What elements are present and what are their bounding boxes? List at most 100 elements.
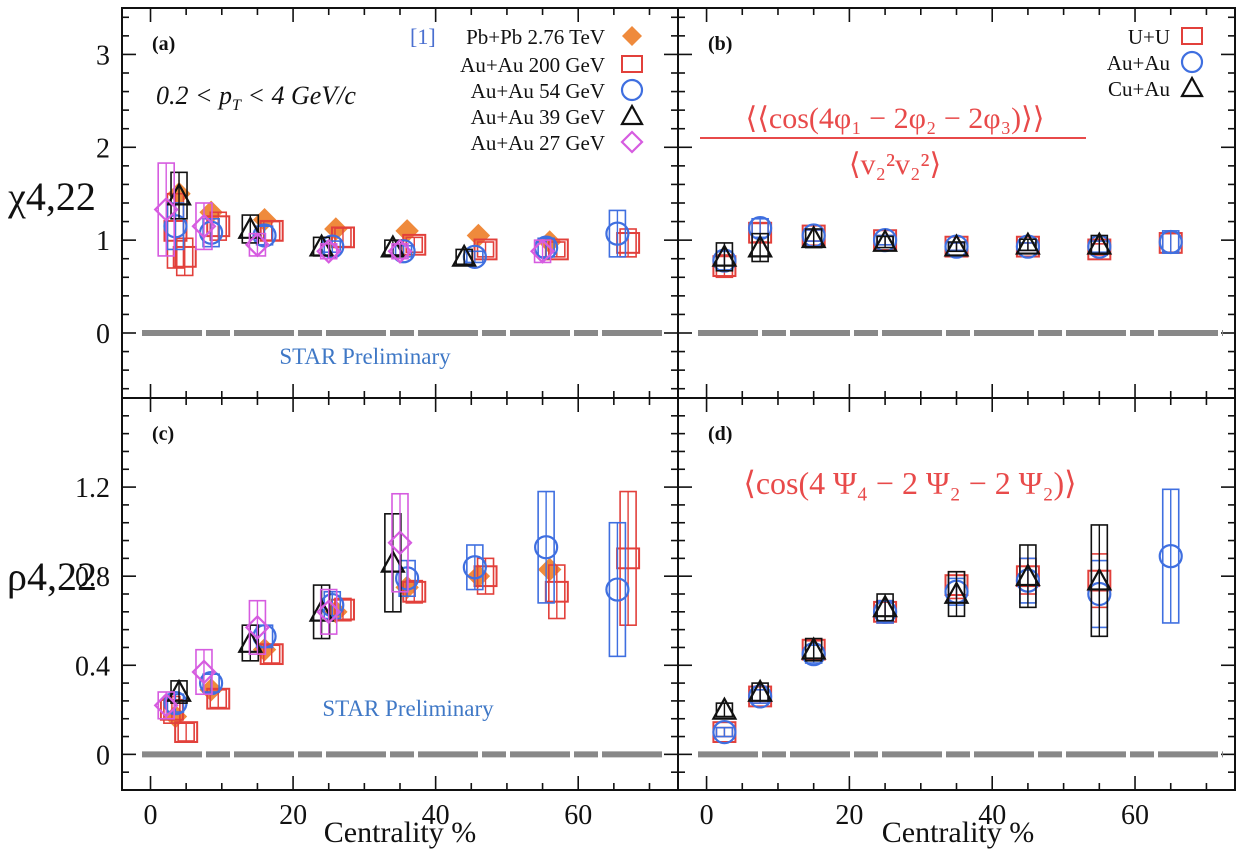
legend-marker (622, 26, 642, 46)
marker-diamond (191, 213, 217, 239)
y-tick-label: 0.4 (75, 651, 110, 682)
marker-triangle (943, 580, 970, 604)
marker-circle (605, 577, 630, 602)
formula-numerator: ⟨⟨cos(4φ₁ − 2φ₂ − 2φ₃)⟩⟩ (746, 102, 1045, 135)
star-preliminary-bottom: STAR Preliminary (322, 696, 494, 721)
panels-layer: 0 1 2 3 (a) (b) 0 0.4 0.8 1.2 0 20 40 60 (c) 0 20 40 60 (d)… (75, 7, 1236, 831)
legend-marker (1180, 75, 1204, 98)
series-2 (711, 225, 1113, 272)
pt-range-annotation: 0.2 < pT < 4 GeV/c (156, 81, 356, 114)
series-1 (712, 215, 1183, 273)
y-tick-label: 1.2 (75, 473, 110, 504)
legend-entry-label: Au+Au 200 GeV (460, 53, 605, 77)
marker-circle (462, 555, 487, 580)
legend-entry-label: U+U (1128, 25, 1170, 49)
marker-circle (163, 214, 188, 239)
legend-entry-label: Au+Au 27 GeV (471, 131, 605, 155)
marker-triangle (872, 594, 898, 618)
marker-triangle (380, 549, 406, 573)
y-tick-label: 0 (96, 319, 110, 350)
x-tick-label: 40 (422, 800, 450, 831)
marker-triangle (711, 696, 738, 720)
marker-square (174, 721, 199, 743)
marker-diamond (191, 659, 217, 685)
y-tick-label: 1 (96, 226, 110, 257)
x-axis-label-left: Centrality % (324, 816, 476, 849)
legend-marker (621, 55, 643, 73)
panel-frame (121, 397, 679, 791)
series-0 (712, 553, 1112, 743)
marker-triangle (1086, 231, 1113, 255)
x-tick-label: 0 (700, 800, 714, 831)
legend-entry-label: Au+Au 39 GeV (471, 105, 605, 129)
y-tick-label: 0 (96, 740, 110, 771)
series-2 (711, 524, 1113, 720)
legend-marker (620, 103, 644, 126)
marker-diamond-filled (324, 217, 348, 241)
x-tick-label: 60 (564, 800, 592, 831)
marker-diamond (153, 692, 179, 718)
legend-marker (1180, 50, 1204, 74)
y-tick-label: 3 (96, 40, 110, 71)
formula-panel-d: ⟨cos(4 Ψ₄ − 2 Ψ₂ − 2 Ψ₂)⟩ (743, 465, 1076, 501)
y-tick-label: 0.8 (75, 562, 110, 593)
marker-diamond (530, 238, 556, 264)
marker-triangle (166, 678, 192, 702)
formula-denominator: ⟨v₂²v₂²⟩ (849, 148, 941, 181)
marker-diamond (244, 232, 270, 258)
series-1 (712, 488, 1183, 745)
marker-circle (395, 566, 420, 591)
marker-triangle (1015, 562, 1041, 587)
series-4 (153, 492, 413, 720)
y-label-top-main: χ4,22 (7, 174, 96, 219)
marker-circle (712, 719, 737, 745)
y-axis-label-top: χ4,22 (7, 174, 96, 219)
marker-triangle (747, 678, 773, 702)
legend-entry-label: Cu+Au (1108, 77, 1171, 101)
panel-label: (c) (152, 423, 174, 445)
legend-marker (620, 130, 644, 154)
panel-label: (a) (152, 33, 175, 55)
marker-circle (1158, 229, 1183, 255)
x-tick-label: 40 (978, 800, 1006, 831)
series-3 (166, 513, 406, 704)
panel-label: (d) (708, 423, 732, 445)
marker-circle (605, 221, 630, 246)
marker-square (259, 219, 284, 242)
legend-entry-label: Au+Au 54 GeV (471, 79, 605, 103)
marker-square (172, 245, 197, 268)
marker-triangle (308, 598, 335, 622)
star-preliminary-top: STAR Preliminary (279, 344, 451, 369)
panel-b: (b) (677, 7, 1236, 399)
x-tick-label: 60 (1121, 800, 1149, 831)
legend-entry-label: Au+Au (1107, 51, 1171, 75)
marker-square (206, 215, 231, 238)
marker-diamond (244, 614, 270, 640)
marker-triangle (237, 215, 264, 239)
marker-diamond (316, 238, 342, 264)
marker-triangle (800, 636, 827, 660)
legend-reference: [1] (410, 24, 436, 49)
x-tick-label: 20 (279, 800, 307, 831)
marker-diamond (153, 196, 179, 223)
marker-circle (534, 535, 559, 560)
x-axis-label-right: Centrality % (882, 816, 1034, 849)
y-label-bottom-main: ρ4,22 (7, 554, 97, 599)
marker-triangle (943, 233, 970, 257)
series-2 (163, 202, 630, 269)
panel-label: (b) (708, 33, 732, 55)
legend-marker (620, 78, 644, 102)
marker-triangle (711, 243, 738, 267)
x-tick-label: 0 (144, 800, 158, 831)
marker-triangle (1086, 567, 1113, 591)
panel-a: 0 1 2 3 (a) (96, 7, 679, 399)
marker-triangle (1015, 231, 1041, 255)
y-tick-label: 2 (96, 133, 110, 164)
marker-triangle (872, 228, 898, 252)
marker-diamond (387, 238, 413, 264)
legend-marker (1181, 27, 1203, 45)
series-2 (163, 490, 630, 716)
marker-triangle (800, 225, 827, 249)
